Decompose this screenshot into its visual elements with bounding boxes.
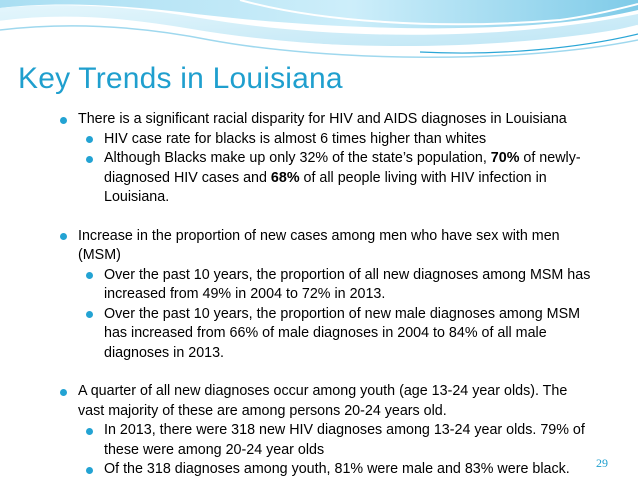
bold-percent-living-with-hiv: 68% [270,169,300,186]
sub-bullet-population-share: Although Blacks make up only 32% of the … [58,149,593,208]
bullet-text-part: of all people living with HIV infection … [104,169,547,206]
bullet-dot-icon [86,427,93,435]
bullet-text: Over the past 10 years, the proportion o… [104,305,581,361]
bullet-racial-disparity: There is a significant racial disparity … [58,110,593,130]
bullet-text-part: of newly-diagnosed HIV cases and [104,150,581,186]
bullet-youth-diagnoses: A quarter of all new diagnoses occur amo… [58,382,593,421]
bullet-dot-icon [86,272,93,279]
sub-bullet-msm-male-diagnoses: Over the past 10 years, the proportion o… [58,305,593,364]
bullet-text: Over the past 10 years, the proportion o… [104,266,591,303]
bullet-text: There is a significant racial disparity … [78,111,567,127]
bullet-text: Increase in the proportion of new cases … [78,227,560,264]
bullet-dot-icon [60,388,67,396]
bullet-dot-icon [60,233,67,240]
bullet-text: HIV case rate for blacks is almost 6 tim… [104,130,487,147]
bullet-text: A quarter of all new diagnoses occur amo… [78,383,568,419]
bullet-msm-increase: Increase in the proportion of new cases … [58,227,593,266]
page-number: 29 [596,456,608,470]
sub-bullet-msm-all-diagnoses: Over the past 10 years, the proportion o… [58,266,593,305]
sub-bullet-case-rate: HIV case rate for blacks is almost 6 tim… [58,130,593,150]
bullet-dot-icon [86,466,93,474]
bullet-text: Of the 318 diagnoses among youth, 81% we… [104,461,570,477]
bullet-text-part: Although Blacks make up only 32% of the … [104,150,491,166]
bullet-dot-icon [86,311,93,318]
sub-bullet-youth-demographics: Of the 318 diagnoses among youth, 81% we… [58,460,593,478]
bullet-text: In 2013, there were 318 new HIV diagnose… [104,422,585,458]
slide-title: Key Trends in Louisiana [18,62,343,95]
spacer [58,208,593,227]
bullet-dot-icon [86,136,93,143]
spacer [58,363,593,382]
bullet-dot-icon [60,116,67,124]
bullet-dot-icon [86,155,93,163]
bold-percent-new-cases: 70% [490,150,520,166]
sub-bullet-youth-2013: In 2013, there were 318 new HIV diagnose… [58,421,593,460]
decorative-wave-banner [0,0,638,58]
bullet-list: There is a significant racial disparity … [58,110,593,478]
